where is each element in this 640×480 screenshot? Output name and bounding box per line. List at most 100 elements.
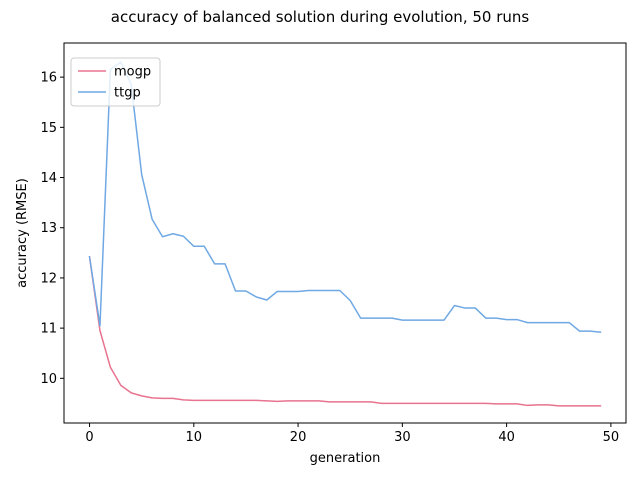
data-point xyxy=(391,402,393,404)
data-point xyxy=(172,233,174,235)
data-point xyxy=(516,403,518,405)
data-point xyxy=(318,400,320,402)
data-point xyxy=(120,384,122,386)
y-tick-label: 14 xyxy=(40,171,57,186)
y-tick-label: 13 xyxy=(40,221,57,236)
axes-layer: 0 10 20 30 40 50 10 11 12 13 14 15 16 xyxy=(40,71,619,445)
data-point xyxy=(286,290,288,292)
data-point xyxy=(255,399,257,401)
series-mogp xyxy=(88,255,602,407)
data-point xyxy=(568,405,570,407)
data-point xyxy=(203,245,205,247)
legend-label-mogp: mogp xyxy=(114,65,151,80)
data-point xyxy=(151,397,153,399)
data-point xyxy=(193,245,195,247)
data-point xyxy=(328,401,330,403)
data-point xyxy=(359,317,361,319)
data-point xyxy=(182,399,184,401)
data-point xyxy=(213,399,215,401)
data-point xyxy=(474,402,476,404)
legend-label-ttgp: ttgp xyxy=(114,86,141,101)
y-tick-label: 12 xyxy=(40,271,57,286)
data-point xyxy=(464,307,466,309)
data-point xyxy=(266,299,268,301)
data-point xyxy=(203,399,205,401)
series-layer xyxy=(88,61,602,407)
data-point xyxy=(568,321,570,323)
data-point xyxy=(589,330,591,332)
data-point xyxy=(130,392,132,394)
data-point xyxy=(151,218,153,220)
data-point xyxy=(359,401,361,403)
data-point xyxy=(516,318,518,320)
y-tick-label: 10 xyxy=(40,372,57,387)
data-point xyxy=(578,330,580,332)
y-tick-label: 15 xyxy=(40,121,57,136)
data-point xyxy=(318,289,320,291)
data-point xyxy=(234,399,236,401)
data-point xyxy=(255,296,257,298)
data-point xyxy=(339,289,341,291)
data-point xyxy=(172,397,174,399)
data-point xyxy=(276,400,278,402)
data-point xyxy=(422,319,424,321)
data-point xyxy=(526,404,528,406)
data-point xyxy=(161,397,163,399)
data-point xyxy=(286,400,288,402)
data-point xyxy=(161,236,163,238)
data-point xyxy=(307,289,309,291)
data-point xyxy=(297,400,299,402)
data-point xyxy=(339,401,341,403)
data-point xyxy=(599,331,601,333)
data-point xyxy=(526,321,528,323)
series-line-ttgp xyxy=(88,61,602,333)
data-point xyxy=(99,324,101,326)
data-point xyxy=(370,317,372,319)
data-point xyxy=(140,173,142,175)
data-point xyxy=(422,402,424,404)
data-point xyxy=(547,404,549,406)
data-point xyxy=(380,402,382,404)
y-tick-label: 16 xyxy=(40,71,57,86)
x-tick-label: 20 xyxy=(290,430,307,445)
data-point xyxy=(453,304,455,306)
data-point xyxy=(349,299,351,301)
data-point xyxy=(213,263,215,265)
chart-title: accuracy of balanced solution during evo… xyxy=(111,8,530,26)
data-point xyxy=(443,319,445,321)
data-point xyxy=(432,319,434,321)
data-point xyxy=(276,290,278,292)
data-point xyxy=(380,317,382,319)
legend-box xyxy=(70,57,161,107)
y-axis-label: accuracy (RMSE) xyxy=(15,178,30,288)
data-point xyxy=(245,399,247,401)
x-tick-label: 10 xyxy=(186,430,203,445)
data-point xyxy=(224,263,226,265)
data-point xyxy=(485,402,487,404)
data-point xyxy=(505,403,507,405)
data-point xyxy=(109,366,111,368)
data-point xyxy=(401,402,403,404)
data-point xyxy=(453,402,455,404)
data-point xyxy=(495,403,497,405)
data-point xyxy=(182,235,184,237)
series-ttgp xyxy=(88,61,602,333)
data-point xyxy=(558,405,560,407)
data-point xyxy=(485,317,487,319)
data-point xyxy=(307,400,309,402)
data-point xyxy=(537,404,539,406)
data-point xyxy=(328,289,330,291)
data-point xyxy=(245,290,247,292)
data-point xyxy=(474,307,476,309)
data-point xyxy=(537,321,539,323)
data-point xyxy=(140,395,142,397)
data-point xyxy=(266,400,268,402)
plot-frame xyxy=(63,42,627,424)
data-point xyxy=(599,405,601,407)
data-point xyxy=(505,318,507,320)
series-line-mogp xyxy=(88,255,602,407)
data-point xyxy=(391,317,393,319)
data-point xyxy=(349,401,351,403)
x-tick-label: 0 xyxy=(85,430,93,445)
